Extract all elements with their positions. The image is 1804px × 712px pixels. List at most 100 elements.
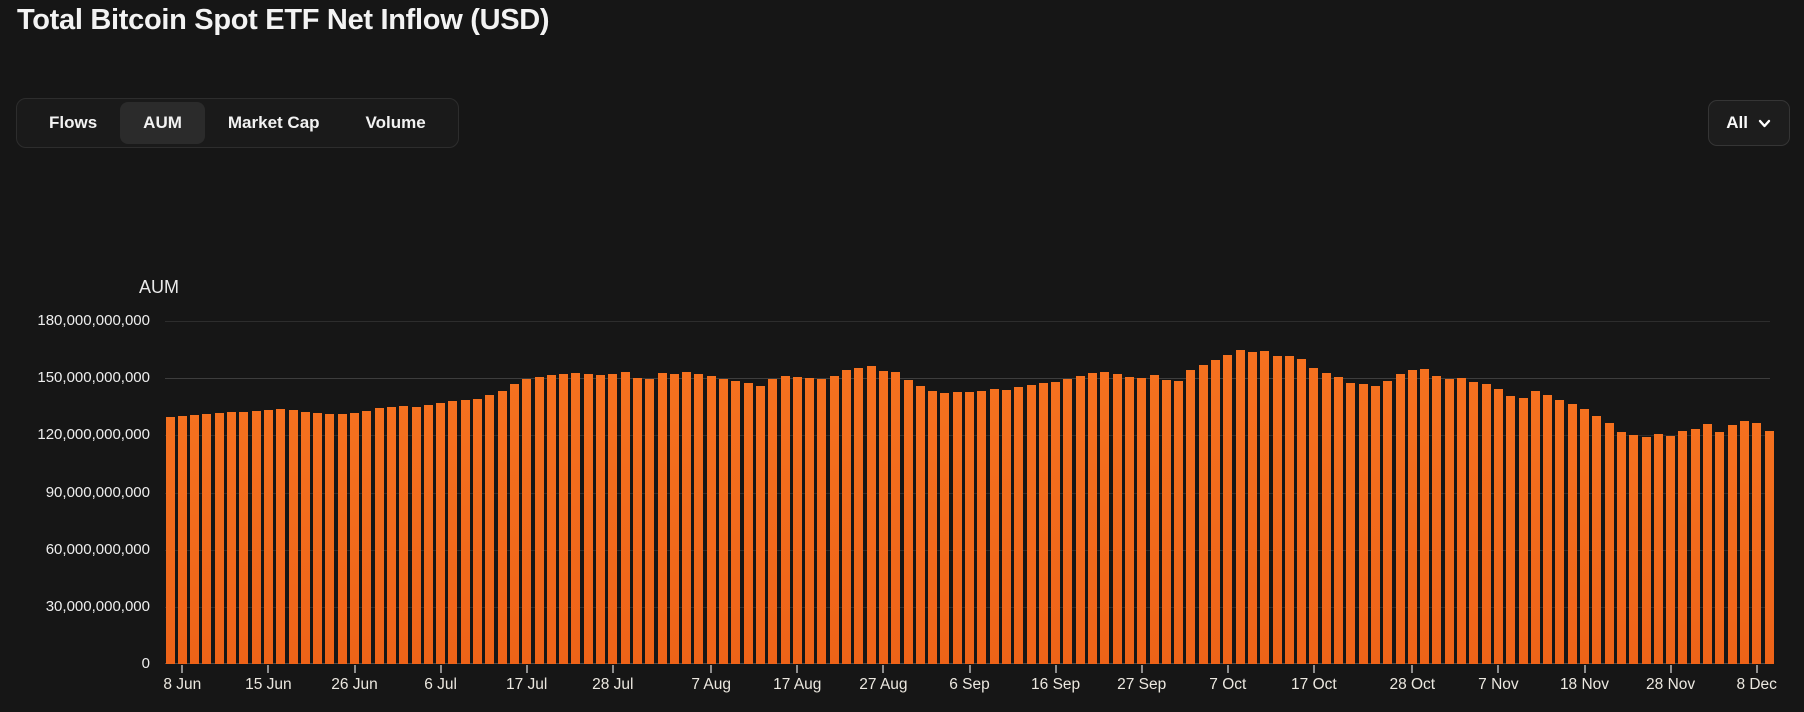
bar xyxy=(1518,397,1528,664)
bar xyxy=(411,406,421,664)
range-dropdown-button[interactable]: All xyxy=(1708,100,1790,146)
bar xyxy=(1075,376,1085,664)
x-tick-label: 6 Jul xyxy=(424,676,457,693)
bar xyxy=(1457,378,1466,664)
bar xyxy=(694,374,704,664)
x-tick xyxy=(1312,665,1315,673)
y-axis-labels: 180,000,000,000 150,000,000,000 120,000,00… xyxy=(0,0,150,712)
bar xyxy=(1383,381,1393,664)
x-tick-label: 16 Sep xyxy=(1031,676,1081,693)
bar xyxy=(1580,408,1589,664)
bar xyxy=(1174,381,1184,664)
bar xyxy=(1272,356,1282,664)
bar xyxy=(1161,380,1171,664)
bar xyxy=(903,380,913,664)
bar xyxy=(1297,359,1307,664)
bar xyxy=(239,411,249,664)
bar xyxy=(1764,430,1774,664)
bar xyxy=(1543,395,1553,664)
bar xyxy=(1149,375,1159,664)
bar xyxy=(1223,355,1233,664)
bar xyxy=(977,390,987,664)
x-tick-label: 17 Jul xyxy=(506,676,548,693)
bar xyxy=(460,400,470,664)
x-tick xyxy=(882,665,885,673)
x-tick xyxy=(968,665,971,673)
bar xyxy=(448,401,458,664)
bar xyxy=(559,374,569,664)
bar xyxy=(928,390,938,664)
x-tick-label: 8 Dec xyxy=(1736,676,1777,693)
bar xyxy=(423,404,433,664)
bar xyxy=(1493,388,1503,664)
bar xyxy=(1530,390,1540,664)
bar xyxy=(1592,416,1602,664)
chevron-down-icon xyxy=(1758,119,1771,127)
bar xyxy=(165,417,175,664)
bar xyxy=(620,372,630,664)
bar xyxy=(731,381,741,664)
plot-area[interactable] xyxy=(165,321,1774,664)
bar xyxy=(878,370,888,664)
range-dropdown-value: All xyxy=(1726,113,1748,132)
y-axis-title: AUM xyxy=(139,277,179,297)
bar xyxy=(1715,432,1725,664)
page-title: Total Bitcoin Spot ETF Net Inflow (USD) xyxy=(17,4,550,36)
x-tick-label: 17 Aug xyxy=(773,676,822,693)
tab-bar: Flows AUM Market Cap Volume xyxy=(16,98,459,148)
bar xyxy=(1555,400,1565,664)
bar xyxy=(829,376,839,664)
bar xyxy=(952,392,962,664)
bar xyxy=(1727,424,1737,664)
bar xyxy=(1321,373,1331,664)
tab-aum[interactable]: AUM xyxy=(120,102,205,144)
tab-market-cap[interactable]: Market Cap xyxy=(227,113,320,132)
x-tick-label: 28 Oct xyxy=(1389,676,1436,693)
tab-volume[interactable]: Volume xyxy=(365,113,426,132)
bar xyxy=(251,410,261,664)
bar xyxy=(1346,382,1356,664)
y-tick-label: 150,000,000,000 xyxy=(37,369,150,387)
bar xyxy=(1432,376,1442,664)
bar xyxy=(891,372,901,664)
bar xyxy=(792,377,802,664)
bar xyxy=(1186,369,1196,664)
bar xyxy=(1235,349,1245,664)
x-tick xyxy=(181,665,184,673)
x-tick-label: 27 Aug xyxy=(859,676,908,693)
bar xyxy=(1567,404,1577,664)
bar xyxy=(940,393,950,664)
bar xyxy=(657,373,667,664)
bar xyxy=(473,399,482,664)
x-tick-label: 28 Jul xyxy=(592,676,634,693)
bar xyxy=(436,402,446,664)
bar xyxy=(1038,382,1048,664)
bar xyxy=(337,414,347,664)
bar xyxy=(1506,396,1516,664)
bar xyxy=(1026,384,1036,664)
bar xyxy=(325,414,335,664)
bar xyxy=(300,411,310,664)
bar xyxy=(1088,373,1097,664)
bar xyxy=(1100,372,1110,664)
x-tick xyxy=(1140,665,1143,673)
tab-flows[interactable]: Flows xyxy=(49,113,98,132)
gridline xyxy=(165,378,1770,380)
bar xyxy=(1703,424,1712,664)
x-tick xyxy=(1583,665,1586,673)
x-tick-label: 28 Nov xyxy=(1646,676,1696,693)
bar xyxy=(719,379,728,664)
bar xyxy=(386,406,396,664)
bar xyxy=(546,375,556,664)
x-tick-label: 7 Oct xyxy=(1209,676,1247,693)
bar xyxy=(509,383,519,664)
y-tick-label: 0 xyxy=(141,655,150,672)
bar xyxy=(1247,352,1257,664)
bar xyxy=(755,385,765,664)
bar xyxy=(1334,377,1343,664)
bar xyxy=(1407,369,1417,664)
x-tick xyxy=(1669,665,1672,673)
x-tick-label: 7 Aug xyxy=(691,676,732,693)
x-tick xyxy=(353,665,356,673)
x-tick xyxy=(439,665,442,673)
